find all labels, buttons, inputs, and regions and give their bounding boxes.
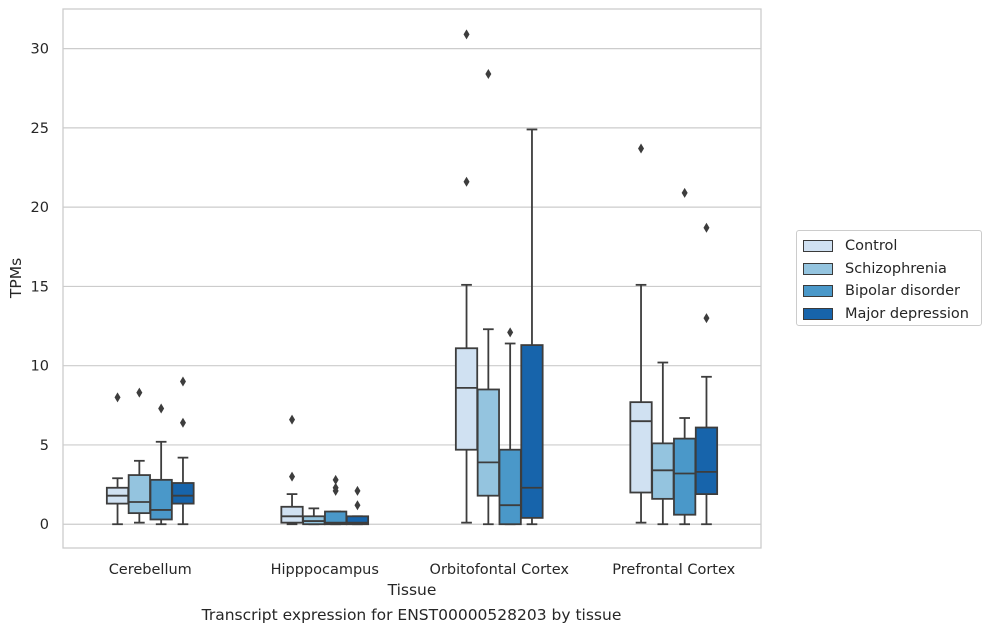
iqr-box: [345, 515, 370, 526]
outlier-point: [703, 222, 710, 233]
box-major-depression: [345, 485, 370, 526]
legend-swatch-bipolar-disorder: [803, 285, 833, 298]
legend-swatch-schizophrenia: [803, 262, 833, 275]
outlier-point: [507, 327, 514, 338]
y-tick-label: 0: [40, 517, 49, 533]
outlier-point: [289, 414, 296, 425]
box-control: [280, 414, 304, 526]
outlier-point: [463, 29, 470, 40]
outlier-point: [703, 313, 710, 324]
box-schizophrenia: [651, 361, 675, 526]
iqr-box: [127, 474, 151, 515]
y-axis-label: TPMs: [7, 258, 25, 299]
iqr-box: [149, 478, 173, 521]
legend-label-control: Control: [845, 238, 898, 255]
legend-swatch-major-depression: [803, 307, 833, 320]
box-control: [105, 392, 130, 526]
outlier-point: [179, 376, 186, 387]
iqr-box: [694, 426, 719, 495]
y-tick-label: 10: [31, 359, 49, 375]
outlier-point: [354, 500, 361, 511]
box-major-depression: [520, 128, 544, 526]
outlier-point: [354, 485, 361, 496]
legend-item-bipolar-disorder: Bipolar disorder: [803, 280, 975, 303]
y-tick-label: 20: [31, 200, 49, 216]
chart-title: Transcript expression for ENST0000052820…: [201, 606, 622, 624]
x-tick-label: Orbitofontal Cortex: [430, 562, 570, 578]
iqr-box: [171, 482, 195, 505]
box-major-depression: [694, 222, 719, 526]
legend-item-control: Control: [803, 235, 975, 258]
y-tick-label: 30: [31, 42, 49, 58]
box-major-depression: [171, 376, 195, 526]
plot-area-frame: [62, 8, 762, 549]
outlier-point: [289, 471, 296, 482]
legend: Control Schizophrenia Bipolar disorder M…: [796, 230, 982, 326]
box-bipolar-disorder: [149, 403, 173, 526]
x-tick-label: Hipppocampus: [271, 562, 379, 578]
outlier-point: [332, 482, 339, 493]
y-tick-label: 5: [40, 438, 49, 454]
iqr-box: [498, 448, 522, 526]
legend-item-major-depression: Major depression: [803, 303, 975, 326]
outlier-point: [463, 176, 470, 187]
iqr-box: [629, 401, 653, 494]
box-bipolar-disorder: [673, 187, 697, 526]
legend-label-major-depression: Major depression: [845, 305, 969, 322]
legend-item-schizophrenia: Schizophrenia: [803, 258, 975, 281]
box-schizophrenia: [302, 507, 326, 526]
outlier-point: [485, 68, 492, 79]
x-tick-labels: Cerebellum Hipppocampus Orbitofontal Corte…: [109, 562, 736, 578]
legend-label-bipolar-disorder: Bipolar disorder: [845, 283, 960, 300]
iqr-box: [454, 347, 479, 451]
boxes-layer: [105, 29, 719, 526]
iqr-box: [673, 437, 697, 516]
outlier-point: [136, 387, 143, 398]
box-control: [454, 29, 479, 524]
x-axis-label: Tissue: [387, 581, 437, 599]
outlier-point: [158, 403, 165, 414]
box-control: [629, 143, 653, 524]
legend-label-schizophrenia: Schizophrenia: [845, 260, 947, 277]
box-bipolar-disorder: [324, 474, 348, 526]
outlier-point: [179, 417, 186, 428]
y-tick-label: 25: [31, 121, 49, 137]
box-schizophrenia: [476, 68, 500, 526]
x-tick-label: Prefrontal Cortex: [612, 562, 735, 578]
grid-lines: [63, 48, 761, 525]
box-bipolar-disorder: [498, 327, 522, 526]
iqr-box: [520, 344, 544, 519]
outlier-point: [332, 474, 339, 485]
outlier-point: [638, 143, 645, 154]
y-tick-label: 15: [31, 279, 49, 295]
outlier-point: [114, 392, 121, 403]
legend-swatch-control: [803, 240, 833, 253]
outlier-point: [681, 187, 688, 198]
iqr-box: [280, 505, 304, 524]
y-tick-labels: 0 5 10 15 20 25 30: [31, 42, 49, 534]
box-schizophrenia: [127, 387, 151, 524]
iqr-box: [476, 388, 500, 497]
x-tick-label: Cerebellum: [109, 562, 192, 578]
